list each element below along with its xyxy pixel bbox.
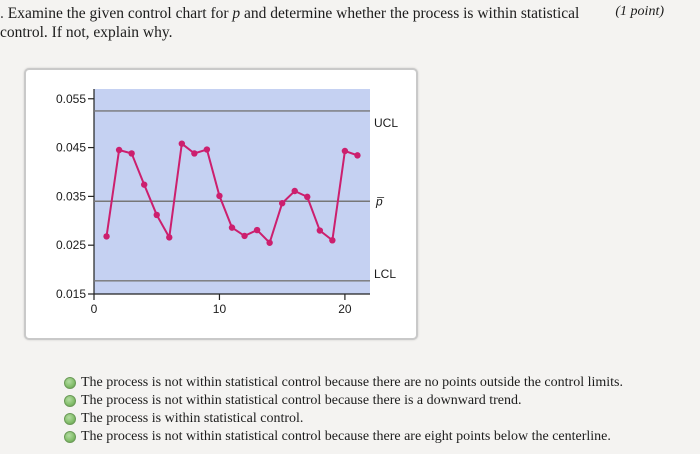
radio-button-1[interactable] — [64, 377, 76, 389]
question-text-before: Examine the given control chart for — [7, 5, 233, 22]
radio-button-4[interactable] — [64, 431, 76, 443]
data-point — [304, 193, 311, 201]
data-point — [216, 192, 223, 200]
data-point — [153, 211, 160, 219]
y-tick-label: 0.035 — [56, 189, 86, 203]
x-tick-label: 10 — [213, 302, 227, 316]
data-point — [166, 234, 173, 241]
data-point — [278, 200, 286, 207]
y-tick-label: 0.015 — [56, 287, 86, 301]
y-tick-label: 0.055 — [56, 92, 86, 106]
data-point — [228, 224, 236, 231]
data-point — [128, 150, 135, 157]
lcl-label: LCL — [374, 267, 396, 281]
data-point — [266, 239, 273, 246]
data-point — [316, 227, 324, 234]
answer-choice-label: The process is within statistical contro… — [81, 411, 304, 427]
control-chart-svg: 0.015 0.025 0.035 0.045 0.055 0 10 20 UCL p̅ LCL — [56, 89, 398, 316]
answer-choice-2[interactable]: The process is not within statistical co… — [64, 392, 623, 410]
data-point — [203, 146, 211, 153]
question-variable: p — [232, 5, 241, 22]
answer-choice-4[interactable]: The process is not within statistical co… — [64, 428, 623, 446]
data-point — [329, 237, 336, 244]
answer-choice-3[interactable]: The process is within statistical contro… — [64, 410, 623, 428]
data-point — [115, 146, 123, 154]
answer-choice-1[interactable]: The process is not within statistical co… — [64, 374, 623, 392]
answer-choice-label: The process is not within statistical co… — [81, 393, 522, 409]
ucl-label: UCL — [374, 116, 398, 130]
x-tick-label: 0 — [91, 302, 98, 316]
points-label: (1 point) — [615, 4, 664, 19]
control-chart: 0.015 0.025 0.035 0.045 0.055 0 10 20 UCL p̅ LCL — [24, 68, 418, 340]
x-tick-label: 20 — [338, 302, 352, 316]
question-text-after: and determine whether the process is wit… — [0, 5, 580, 41]
answer-choices: The process is not within statistical co… — [64, 374, 623, 446]
radio-button-2[interactable] — [64, 395, 76, 407]
plot-background — [94, 89, 370, 294]
data-point — [140, 181, 148, 188]
data-point — [103, 233, 110, 240]
question-text: . Examine the given control chart for p … — [0, 4, 600, 42]
center-line-label: p̅ — [375, 194, 385, 208]
data-point — [291, 187, 298, 195]
data-point — [178, 140, 186, 147]
y-tick-label: 0.045 — [56, 141, 86, 155]
data-point — [191, 150, 198, 157]
question-number: . — [0, 5, 4, 22]
data-point — [341, 147, 349, 155]
y-tick-label: 0.025 — [56, 238, 86, 252]
radio-button-3[interactable] — [64, 413, 76, 425]
data-point — [241, 232, 248, 240]
answer-choice-label: The process is not within statistical co… — [81, 429, 611, 445]
data-point — [354, 152, 361, 159]
data-point — [253, 226, 261, 234]
answer-choice-label: The process is not within statistical co… — [81, 375, 623, 391]
